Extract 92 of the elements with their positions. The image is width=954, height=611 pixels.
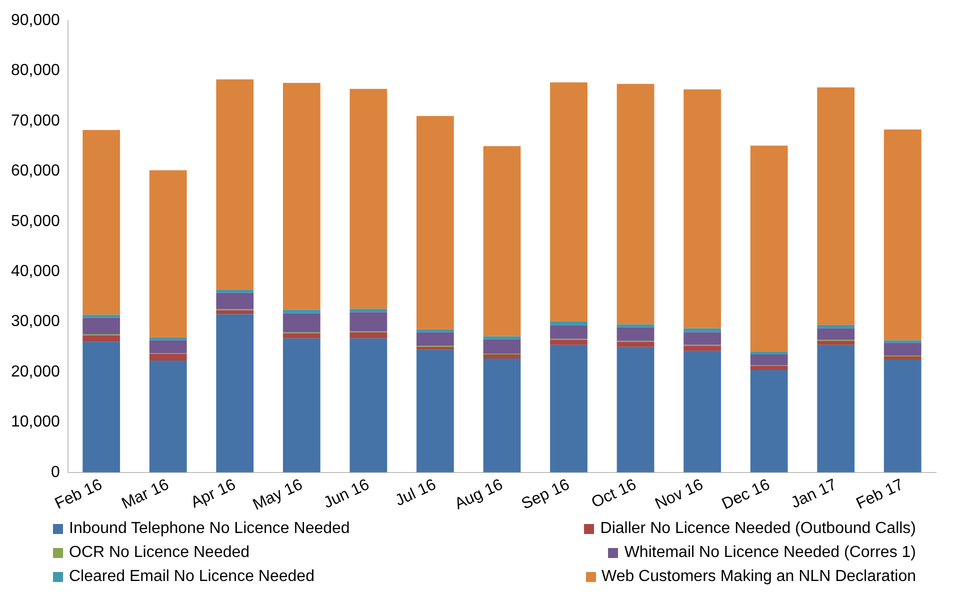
bar xyxy=(550,321,588,326)
bar xyxy=(82,130,120,315)
y-tick-label: 50,000 xyxy=(11,212,60,230)
bar xyxy=(550,340,588,345)
bar xyxy=(216,314,254,472)
bar xyxy=(550,344,588,472)
bar xyxy=(750,370,788,472)
bar xyxy=(884,342,922,356)
bar xyxy=(817,328,855,340)
legend-label: Web Customers Making an NLN Declaration xyxy=(602,568,916,586)
bar xyxy=(884,130,922,340)
bar xyxy=(350,332,388,338)
bar xyxy=(483,358,521,472)
bar xyxy=(550,325,588,339)
bar xyxy=(416,350,454,472)
bar xyxy=(884,356,922,360)
bar xyxy=(282,338,320,472)
bar xyxy=(149,360,187,472)
bar xyxy=(216,310,254,314)
bar xyxy=(750,146,788,352)
bar xyxy=(684,332,721,345)
bar xyxy=(350,88,388,309)
legend-label: Whitemail No Licence Needed (Corres 1) xyxy=(624,544,916,562)
legend-label: Dialler No Licence Needed (Outbound Calls) xyxy=(600,520,916,538)
bar xyxy=(416,329,454,332)
bar xyxy=(149,337,187,340)
bar xyxy=(550,82,588,322)
bar xyxy=(616,324,654,328)
bar xyxy=(684,328,721,332)
bar xyxy=(149,354,187,360)
x-tick-label: Sep 16 xyxy=(519,476,572,514)
bar xyxy=(149,170,187,338)
bar xyxy=(416,116,454,330)
bar xyxy=(817,344,855,472)
bar xyxy=(82,335,120,342)
bar xyxy=(817,324,855,328)
bar xyxy=(483,354,521,358)
bar xyxy=(282,313,320,332)
legend-label: Inbound Telephone No Licence Needed xyxy=(69,520,350,538)
x-tick-label: Jan 17 xyxy=(788,476,840,512)
y-tick-label: 30,000 xyxy=(11,313,60,330)
bar xyxy=(483,339,521,354)
bar xyxy=(616,327,654,341)
bar xyxy=(684,89,721,328)
bar xyxy=(750,366,788,370)
bar xyxy=(684,350,721,472)
bar xyxy=(216,290,254,293)
x-tick-label: Aug 16 xyxy=(452,476,506,514)
bar xyxy=(616,84,654,324)
bar xyxy=(82,318,120,334)
x-tick-label: Feb 17 xyxy=(854,476,906,513)
bar xyxy=(82,314,120,318)
x-tick-label: Mar 16 xyxy=(119,476,172,513)
y-tick-label: 20,000 xyxy=(11,363,60,380)
bar xyxy=(483,336,521,340)
bar xyxy=(884,340,922,343)
bar xyxy=(616,342,654,347)
bar xyxy=(817,340,855,345)
bar xyxy=(282,333,320,338)
x-tick-label: Jun 16 xyxy=(321,476,372,512)
bar xyxy=(416,332,454,346)
x-tick-label: Apr 16 xyxy=(188,476,239,512)
bar xyxy=(750,354,788,365)
bar xyxy=(750,352,788,354)
bar xyxy=(350,338,388,472)
bar xyxy=(149,340,187,353)
bar xyxy=(82,342,120,472)
x-tick-label: Nov 16 xyxy=(652,476,706,514)
y-tick-label: 70,000 xyxy=(11,112,60,130)
y-tick-label: 90,000 xyxy=(11,12,60,30)
x-tick-label: Jul 16 xyxy=(392,476,439,510)
bar xyxy=(616,346,654,472)
x-tick-label: Oct 16 xyxy=(589,476,640,512)
bar xyxy=(216,79,254,290)
legend-label: OCR No Licence Needed xyxy=(69,544,250,562)
bar xyxy=(282,310,320,314)
legend-label: Cleared Email No Licence Needed xyxy=(69,568,314,586)
bar xyxy=(884,359,922,472)
bar xyxy=(216,292,254,310)
bar xyxy=(282,82,320,310)
y-tick-label: 60,000 xyxy=(11,162,60,180)
bar xyxy=(350,312,388,332)
bar xyxy=(483,146,521,336)
x-tick-label: Dec 16 xyxy=(719,476,773,514)
bar xyxy=(416,346,454,350)
y-tick-label: 40,000 xyxy=(11,263,60,280)
bar xyxy=(350,308,388,312)
bar xyxy=(684,346,721,351)
bar xyxy=(817,87,855,325)
y-tick-label: 80,000 xyxy=(11,62,60,80)
y-tick-label: 10,000 xyxy=(11,414,60,431)
x-tick-label: May 16 xyxy=(250,476,306,514)
